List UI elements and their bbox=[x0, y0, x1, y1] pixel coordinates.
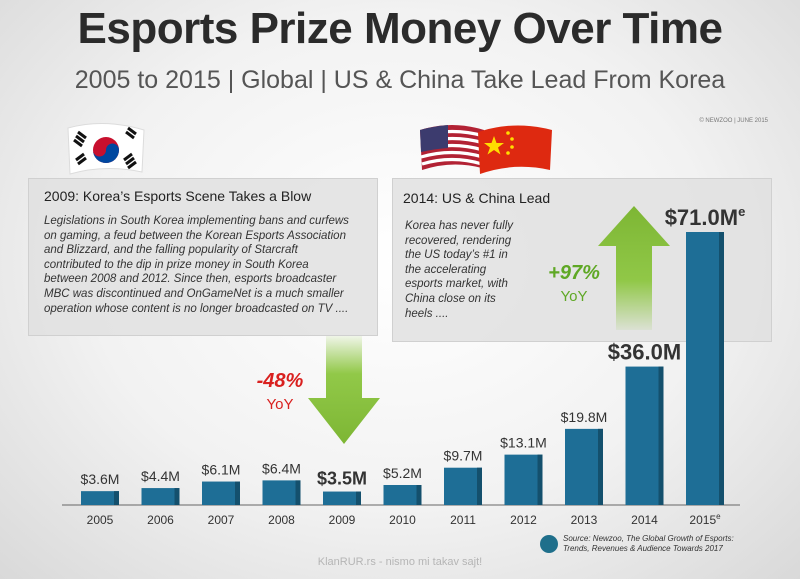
bar-shade-2007 bbox=[235, 481, 240, 505]
rise-yoy-label: YoY bbox=[560, 288, 588, 305]
bar-shade-2009 bbox=[356, 491, 361, 505]
value-label-2013: $19.8M bbox=[561, 409, 608, 425]
bar-shade-2015 bbox=[719, 232, 724, 505]
value-label-2012: $13.1M bbox=[500, 435, 547, 451]
bar-2005 bbox=[81, 491, 119, 505]
bar-2014 bbox=[625, 366, 664, 505]
bar-shade-2011 bbox=[477, 467, 482, 505]
value-label-2005: $3.6M bbox=[81, 471, 120, 487]
value-label-2015: $71.0Me bbox=[665, 204, 746, 230]
bar-shade-2012 bbox=[537, 454, 543, 505]
korea-panel-text: Legislations in South Korea implementing… bbox=[44, 215, 349, 315]
bar-2013 bbox=[565, 428, 603, 505]
category-label-2008: 2008 bbox=[268, 513, 295, 527]
value-label-2010: $5.2M bbox=[383, 465, 422, 481]
bar-shade-2008 bbox=[295, 480, 301, 505]
category-label-2014: 2014 bbox=[631, 513, 658, 527]
bar-2009 bbox=[323, 491, 361, 505]
category-label-2005: 2005 bbox=[87, 513, 114, 527]
up-arrow-icon bbox=[598, 206, 670, 330]
bar-shade-2006 bbox=[174, 488, 180, 505]
category-label-2009: 2009 bbox=[329, 513, 356, 527]
bar-2008 bbox=[262, 480, 301, 505]
down-arrow-icon bbox=[308, 336, 380, 444]
category-label-2010: 2010 bbox=[389, 513, 416, 527]
category-label-2013: 2013 bbox=[571, 513, 598, 527]
uschina-panel-title: 2014: US & China Lead bbox=[403, 190, 551, 206]
category-label-2007: 2007 bbox=[208, 513, 235, 527]
category-label-2015: 2015e bbox=[689, 512, 721, 527]
value-label-2008: $6.4M bbox=[262, 460, 301, 476]
bar-2011 bbox=[444, 467, 482, 505]
copyright-note: © NEWZOO | JUNE 2015 bbox=[699, 118, 768, 124]
china-flag-icon bbox=[478, 125, 552, 174]
newzoo-logo-icon bbox=[540, 535, 558, 553]
bar-2010 bbox=[383, 485, 422, 505]
value-label-2014: $36.0M bbox=[608, 340, 681, 365]
watermark-text: KlanRUR.rs - nismo mi takav sajt! bbox=[317, 556, 483, 568]
bar-shade-2013 bbox=[598, 428, 603, 505]
value-label-2006: $4.4M bbox=[141, 468, 180, 484]
rise-percentage: +97% bbox=[548, 262, 600, 284]
korea-panel-title: 2009: Korea’s Esports Scene Takes a Blow bbox=[44, 188, 312, 204]
south-korea-flag-icon bbox=[67, 122, 145, 175]
bar-shade-2014 bbox=[658, 366, 664, 505]
category-label-2011: 2011 bbox=[450, 513, 476, 527]
bar-shade-2010 bbox=[416, 485, 422, 505]
us-flag-icon bbox=[420, 125, 485, 170]
value-label-2009: $3.5M bbox=[317, 469, 367, 489]
page-title: Esports Prize Money Over Time bbox=[77, 4, 723, 53]
value-label-2011: $9.7M bbox=[444, 448, 483, 464]
bar-2012 bbox=[504, 454, 543, 505]
bar-2015 bbox=[686, 232, 724, 505]
uschina-panel-text: Korea has never fully recovered, renderi… bbox=[405, 220, 514, 320]
page-subtitle: 2005 to 2015 | Global | US & China Take … bbox=[74, 66, 726, 94]
category-label-2012: 2012 bbox=[510, 513, 537, 527]
korea-info-panel bbox=[28, 178, 378, 336]
drop-yoy-label: YoY bbox=[266, 396, 294, 413]
value-label-2007: $6.1M bbox=[202, 462, 241, 478]
bar-shade-2005 bbox=[114, 491, 119, 505]
drop-percentage: -48% bbox=[256, 370, 304, 392]
source-note: Source: Newzoo, The Global Growth of Esp… bbox=[563, 534, 734, 553]
bar-2006 bbox=[141, 488, 180, 505]
category-label-2006: 2006 bbox=[147, 513, 174, 527]
bar-2007 bbox=[202, 481, 240, 505]
